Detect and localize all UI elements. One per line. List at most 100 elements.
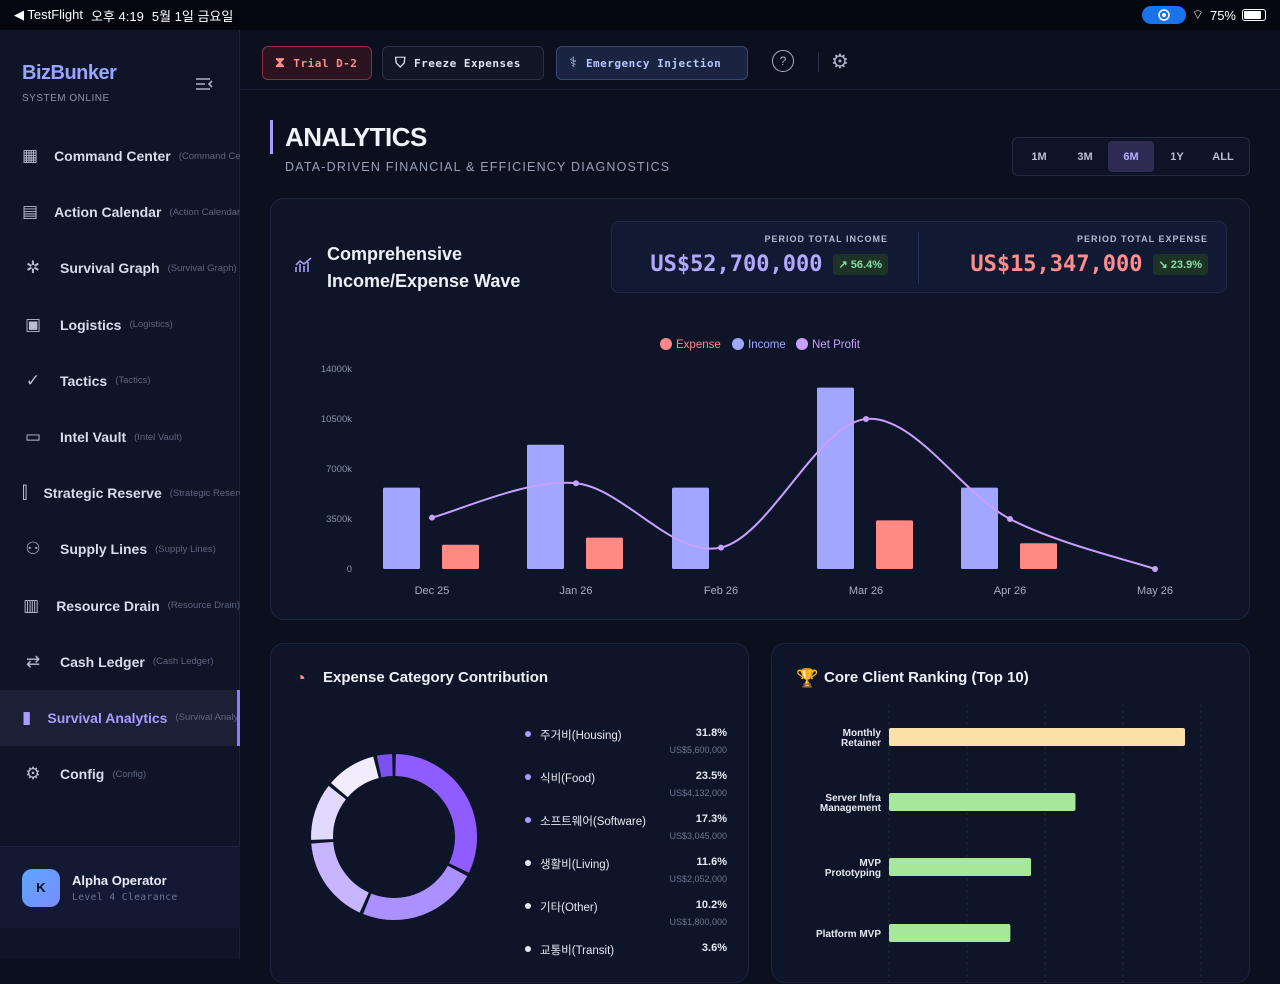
legend-item[interactable]: 주거비(Housing) 31.8% US$5,600,000 [525,724,727,767]
category-percent: 10.2% [695,899,727,911]
income-bar[interactable] [817,387,854,569]
total-income-label: PERIOD TOTAL INCOME [764,234,888,244]
wave-chart-icon [295,257,313,278]
net-profit-line [431,417,1156,570]
net-profit-point[interactable] [863,416,869,422]
period-totals: PERIOD TOTAL INCOME US$52,700,000 ↗ 56.4%… [611,221,1227,293]
expense-bar[interactable] [442,544,479,569]
expense-bar[interactable] [876,520,913,569]
legend-item[interactable]: 소프트웨어(Software) 17.3% US$3,045,000 [525,810,727,853]
sidebar-item-survival-graph[interactable]: ✲ Survival Graph (Survival Graph) [0,240,240,296]
legend-item[interactable]: 생활비(Living) 11.6% US$2,052,000 [525,853,727,896]
help-icon[interactable]: ? [772,50,794,72]
transfer-icon: ⇄ [25,651,41,671]
sidebar-item-tactics[interactable]: ✓ Tactics (Tactics) [0,353,240,409]
top-bar: ⧗ Trial D-2 ⛉ Freeze Expenses ⚕ Emergenc… [240,30,1280,90]
client-bar[interactable] [889,728,1185,746]
sidebar-item-sublabel: (Command Center) [178,150,240,162]
sidebar-item-logistics[interactable]: ▣ Logistics (Logistics) [0,297,240,353]
sidebar-item-label: Tactics [60,372,108,389]
freeze-expenses-button[interactable]: ⛉ Freeze Expenses [382,46,544,80]
legend-item[interactable]: 기타(Other) 10.2% US$1,800,000 [525,896,727,939]
sidebar-item-cash-ledger[interactable]: ⇄ Cash Ledger (Cash Ledger) [0,634,240,690]
net-profit-point[interactable] [1152,566,1158,572]
bar-chart-icon: ▮ [22,707,32,727]
income-expense-wave-card: Comprehensive Income/Expense Wave PERIOD … [270,198,1250,620]
syringe-icon: ⚕ [569,55,578,71]
net-profit-point[interactable] [429,514,435,521]
donut-slice[interactable] [311,841,369,913]
income-bar[interactable] [672,487,709,569]
range-all[interactable]: ALL [1212,150,1234,163]
legend-label-2[interactable]: Net Profit [812,339,861,351]
sidebar-item-sublabel: (Logistics) [129,319,173,331]
sidebar-item-intel-vault[interactable]: ▭ Intel Vault (Intel Vault) [0,409,240,465]
donut-slice[interactable] [311,785,346,840]
legend-item[interactable]: 식비(Food) 23.5% US$4,132,000 [525,767,727,810]
sidebar-item-command-center[interactable]: ▦ Command Center (Command Center) [0,128,240,184]
donut-slice[interactable] [363,865,468,920]
income-change-value: 56.4% [850,259,882,271]
title-accent [270,120,273,154]
sidebar-item-sublabel: (Tactics) [115,375,151,387]
sidebar-item-label: Logistics [60,316,122,333]
users-icon: ⚇ [25,539,41,559]
user-profile[interactable]: K Alpha Operator Level 4 Clearance [0,846,240,928]
sidebar-item-supply-lines[interactable]: ⚇ Supply Lines (Supply Lines) [0,521,240,577]
freeze-label: Freeze Expenses [414,56,521,70]
net-profit-point[interactable] [718,544,724,551]
settings-gear-icon[interactable]: ⚙ [831,50,849,73]
donut-slice[interactable] [395,754,477,873]
legend-label-1[interactable]: Income [748,339,786,351]
range-6m[interactable]: 6M [1108,141,1154,172]
sidebar-item-label: Survival Analytics [47,709,168,726]
collapse-sidebar-icon[interactable] [194,76,214,92]
sidebar-item-sublabel: (Intel Vault) [134,431,182,443]
legend-dot [525,817,531,823]
client-bar[interactable] [889,858,1032,876]
battery-icon [1242,9,1266,21]
totals-divider [918,232,919,284]
trial-badge-button[interactable]: ⧗ Trial D-2 [262,46,372,80]
sidebar-item-sublabel: (Supply Lines) [155,543,216,555]
client-ranking-chart: Monthly Retainer Server Infra Management MVP… [816,704,1202,984]
sidebar-item-sublabel: (Strategic Reserve) [169,487,240,499]
sidebar-item-config[interactable]: ⚙ Config (Config) [0,746,240,802]
range-3m[interactable]: 3M [1077,150,1093,163]
category-amount: US$3,045,000 [669,831,727,841]
expense-bar[interactable] [586,537,623,569]
emergency-injection-button[interactable]: ⚕ Emergency Injection [556,46,748,80]
client-label: Monthly Retainer [841,728,881,749]
client-bar[interactable] [889,924,1011,942]
category-title: Expense Category Contribution [323,669,549,686]
income-bar[interactable] [527,444,564,569]
sidebar-item-survival-analytics[interactable]: ▮ Survival Analytics (Survival Analytics) [0,689,240,747]
net-profit-point[interactable] [573,480,579,487]
net-profit-point[interactable] [1007,516,1013,522]
sidebar-item-action-calendar[interactable]: ▤ Action Calendar (Action Calendar) [0,184,240,240]
back-to-testflight[interactable]: ◀ TestFlight [14,7,84,22]
sidebar-item-strategic-reserve[interactable]: ⫿ Strategic Reserve (Strategic Reserve) [0,465,240,521]
sidebar-item-resource-drain[interactable]: ▥ Resource Drain (Resource Drain) [0,578,240,634]
legend-swatch-1 [732,338,744,350]
expense-bar[interactable] [1020,543,1057,569]
legend-label-0[interactable]: Expense [676,339,721,351]
range-1y[interactable]: 1Y [1170,150,1184,163]
income-bar[interactable] [383,487,420,569]
donut-slice[interactable] [376,754,393,778]
donut-slice[interactable] [330,756,379,798]
category-percent: 23.5% [695,770,727,782]
client-bar[interactable] [889,793,1076,811]
x-tick-label: May 26 [1137,585,1173,597]
income-bar[interactable] [961,487,998,569]
total-expense: PERIOD TOTAL EXPENSE US$15,347,000 ↘ 23.9… [970,234,1208,277]
range-1m[interactable]: 1M [1031,150,1047,163]
legend-item[interactable]: 교통비(Transit) 3.6% [525,939,727,982]
category-name: 주거비(Housing) [540,730,622,742]
income-expense-chart: Expense Income Net Profit 0 3500k 7000k 10500k… [321,338,1173,597]
wave-title: Comprehensive Income/Expense Wave [327,241,520,295]
screen-record-icon [1141,6,1186,24]
expense-change-badge: ↘ 23.9% [1152,254,1208,275]
calendar-icon: ▤ [22,202,39,222]
check-circle-icon: ✓ [25,370,41,390]
